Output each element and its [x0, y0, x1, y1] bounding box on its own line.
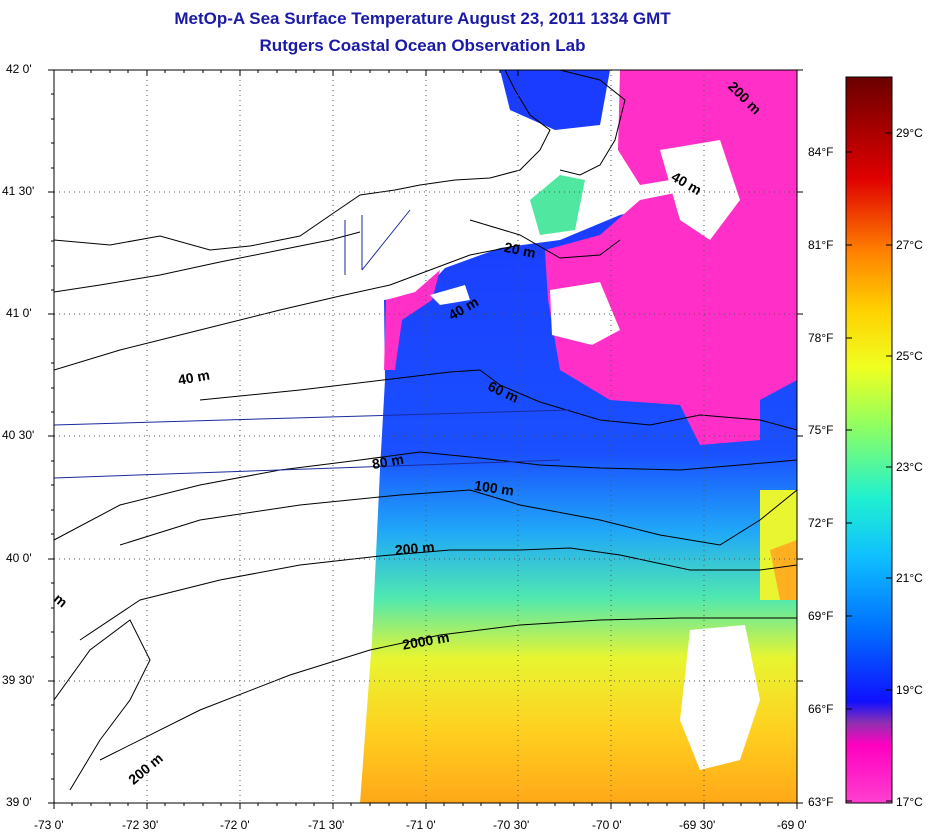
isobath-label-200m-southwest: 200 m — [125, 750, 166, 788]
satellite-tracks — [54, 209, 571, 479]
colorbar-c-label-29: 29°C — [896, 126, 923, 140]
lon-label-73-0: -73 0' — [34, 818, 64, 832]
lon-label-69-30: -69 30' — [679, 818, 716, 832]
colorbar-f-label-69: 69°F — [808, 609, 834, 623]
isobath-200m — [79, 547, 797, 641]
isobath-label-20m: 20 m — [503, 239, 538, 261]
colorbar-f-label-75: 75°F — [808, 423, 834, 437]
isobath-label-200m-shelf: 200 m — [394, 539, 435, 558]
colorbar-ticks — [846, 132, 892, 802]
cloud-gap-north — [660, 140, 740, 240]
track-line-south — [54, 459, 561, 479]
lat-label-40-0: 40 0' — [6, 551, 32, 565]
map-subtitle: Rutgers Coastal Ocean Observation Lab — [259, 36, 586, 55]
left-minor-ticks — [51, 93, 54, 780]
isobath-40m — [54, 244, 521, 371]
cloud-gap-southeast — [680, 625, 760, 770]
colorbar-c-label-19: 19°C — [896, 683, 923, 697]
lon-label-71-0: -71 0' — [406, 818, 436, 832]
cape-cod — [559, 70, 626, 176]
lat-label-39-30: 39 30' — [2, 673, 35, 687]
isobath-60m — [199, 369, 797, 431]
lon-label-70-0: -70 0' — [592, 818, 622, 832]
colorbar-f-label-84: 84°F — [808, 145, 834, 159]
lat-label-39-0: 39 0' — [6, 795, 32, 809]
colorbar-f-label-81: 81°F — [808, 238, 834, 252]
colorbar-f-label-66: 66°F — [808, 702, 834, 716]
track-line-inlet — [344, 209, 411, 275]
isobath-100m — [119, 489, 797, 546]
lon-label-72-0: -72 0' — [220, 818, 250, 832]
isobath-label-40m-west: 40 m — [177, 367, 211, 388]
isobath-2000m — [99, 617, 797, 761]
long-island-coast — [54, 231, 361, 293]
colorbar-f-label-72: 72°F — [808, 516, 834, 530]
right-ticks — [797, 69, 803, 804]
colorbar-c-label-21: 21°C — [896, 571, 923, 585]
colorbar-celsius-ticks — [886, 132, 892, 802]
nearshore-green — [530, 175, 585, 235]
colorbar-f-label-78: 78°F — [808, 331, 834, 345]
isobath-20m — [469, 219, 621, 259]
lat-label-41-30: 41 30' — [2, 184, 35, 198]
colorbar-c-label-17: 17°C — [896, 795, 923, 809]
bottom-minor-ticks — [71, 803, 779, 806]
top-minor-ticks — [71, 70, 519, 76]
left-ticks — [48, 69, 54, 804]
colorbar-f-label-63: 63°F — [808, 795, 834, 809]
sst-field — [360, 70, 797, 803]
isobath-label-80m: 80 m — [371, 451, 405, 472]
colorbar-fahrenheit-ticks — [846, 151, 852, 802]
colorbar — [845, 76, 893, 804]
lon-label-70-30: -70 30' — [493, 818, 530, 832]
isobath-label-100m: 100 m — [473, 477, 515, 498]
isobath-200m-southwest — [54, 619, 151, 791]
colorbar-c-label-25: 25°C — [896, 349, 923, 363]
warm-east-orange — [770, 540, 797, 600]
lon-label-69-0: -69 0' — [777, 818, 807, 832]
axis-ticks — [48, 69, 803, 809]
coastline — [54, 70, 551, 251]
colorbar-c-label-23: 23°C — [896, 460, 923, 474]
colorbar-c-label-27: 27°C — [896, 238, 923, 252]
graticule — [54, 70, 797, 803]
coastline-and-isobaths — [54, 70, 797, 791]
bottom-ticks — [53, 803, 798, 809]
track-line-north — [54, 409, 571, 426]
cool-water-north — [500, 70, 610, 130]
lon-label-72-30: -72 30' — [122, 818, 159, 832]
map-title: MetOp-A Sea Surface Temperature August 2… — [174, 9, 671, 28]
lat-label-41-0: 41 0' — [6, 306, 32, 320]
lon-label-71-30: -71 30' — [308, 818, 345, 832]
cloud-gap-coast — [430, 285, 470, 305]
isobath-80m — [54, 451, 797, 541]
lat-label-40-30: 40 30' — [2, 428, 35, 442]
lat-label-42-0: 42 0' — [6, 62, 32, 76]
